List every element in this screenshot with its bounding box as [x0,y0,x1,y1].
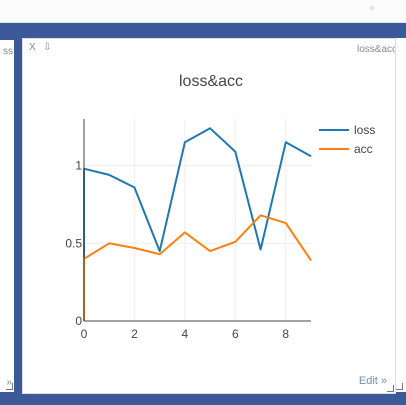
top-bar-dot [370,6,374,10]
left-pane: ss » [0,40,14,392]
x-tick-label: 2 [131,327,138,341]
chart-legend[interactable]: loss acc [319,123,375,156]
right-pane [395,38,406,392]
x-tick-label: 6 [232,327,239,341]
x-tick-label: 0 [81,327,88,341]
legend-label-loss: loss [354,123,375,137]
download-icon[interactable]: ⇩ [43,42,52,53]
y-tick-label: 0.5 [65,236,82,250]
pane-title: loss&acc [356,44,396,55]
chart-axes [83,119,311,322]
pane-header: X ⇩ loss&acc [23,39,395,55]
left-pane-edit-fragment[interactable]: » [6,377,12,388]
chart-ticks: 0 2 4 6 8 0 0.5 1 [65,159,289,341]
x-tick-label: 4 [182,327,189,341]
left-pane-title-fragment: ss [3,46,13,57]
close-pane-button[interactable]: X [29,42,36,53]
chart-title: loss&acc [179,73,243,90]
series-line-loss [83,127,312,321]
x-tick-label: 8 [282,327,289,341]
y-tick-label: 0 [75,314,82,328]
chart-series [83,127,312,321]
edit-chart-link[interactable]: Edit » [358,375,387,387]
right-pane-resize-handle[interactable] [396,383,403,390]
chart-pane-resize-handle[interactable] [387,385,394,392]
left-pane-resize-handle[interactable] [6,383,13,390]
top-bar [0,0,406,23]
line-chart: loss&acc 0 2 4 6 8 0 0.5 1 loss acc [65,73,375,341]
series-line-acc [83,214,312,321]
legend-label-acc: acc [354,142,373,156]
y-tick-label: 1 [75,159,82,173]
chart-pane: X ⇩ loss&acc loss&acc 0 2 4 6 8 0 0.5 1 loss acc… [22,38,396,394]
